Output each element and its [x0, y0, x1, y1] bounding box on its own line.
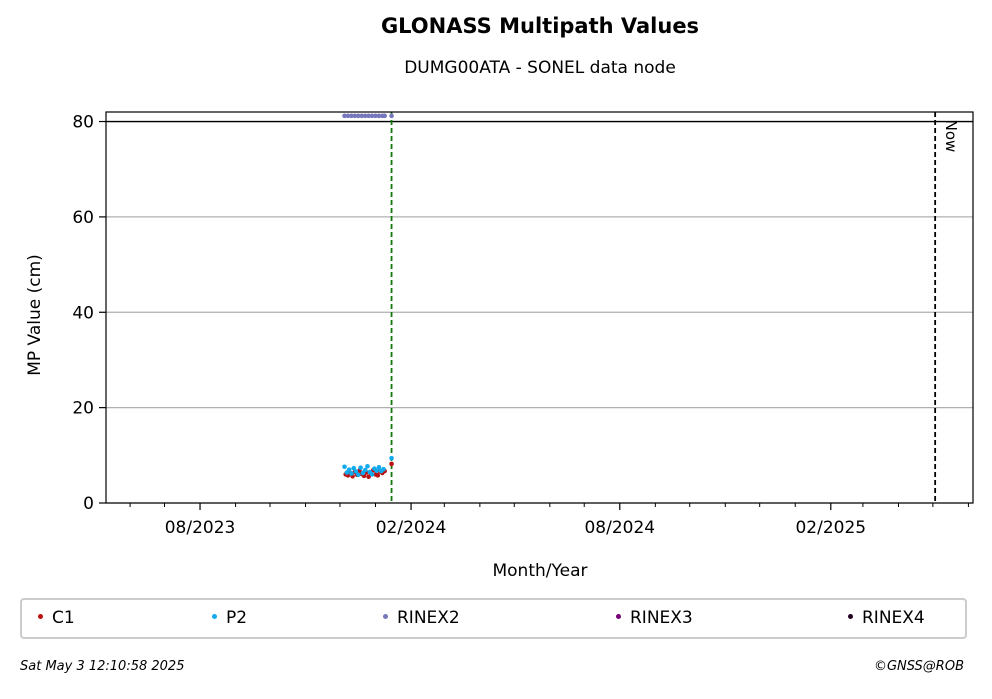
- data-point-rinex2: [349, 113, 354, 119]
- data-point-p2: [376, 464, 382, 470]
- x-axis-label: Month/Year: [492, 561, 587, 581]
- legend-marker: [38, 613, 43, 619]
- data-point-p2: [362, 467, 368, 473]
- footer-credit: ©GNSS@ROB: [873, 659, 964, 674]
- data-point-rinex2: [389, 113, 394, 119]
- data-point-rinex2: [356, 113, 361, 119]
- data-point-rinex2: [352, 113, 358, 119]
- y-tick-label: 40: [72, 303, 94, 323]
- data-points: [342, 113, 394, 480]
- data-point-p2: [342, 464, 347, 470]
- legend: C1 P2 RINEX2 RINEX3 RINEX4: [20, 598, 967, 639]
- plot-area: [106, 112, 973, 503]
- data-point-rinex2: [359, 113, 365, 119]
- data-point-p2: [389, 455, 394, 461]
- data-point-rinex2: [345, 113, 351, 119]
- data-point-p2: [374, 468, 379, 473]
- data-point-rinex2: [373, 113, 378, 119]
- y-tick-label: 80: [72, 113, 94, 133]
- legend-label: P2: [226, 608, 248, 628]
- y-tick-label: 0: [83, 494, 94, 514]
- legend-marker: [848, 613, 853, 619]
- reference-lines: Now: [106, 112, 973, 503]
- legend-marker: [212, 613, 217, 619]
- legend-item-c1: C1: [38, 608, 75, 628]
- legend-item-rinex4: RINEX4: [848, 608, 925, 628]
- x-tick-label: 02/2025: [795, 518, 866, 538]
- legend-marker: [383, 613, 388, 619]
- data-point-p2: [349, 471, 354, 476]
- chart-subtitle: DUMG00ATA - SONEL data node: [404, 58, 676, 78]
- legend-label: C1: [52, 608, 75, 628]
- now-label: Now: [942, 120, 960, 153]
- y-axis: 0 20 40 60 80: [72, 113, 106, 514]
- legend-item-rinex2: RINEX2: [383, 608, 460, 628]
- footer-timestamp: Sat May 3 12:10:58 2025: [20, 659, 185, 674]
- x-tick-label: 02/2024: [376, 518, 447, 538]
- data-point-rinex2: [376, 113, 382, 119]
- data-point-p2: [356, 472, 361, 478]
- legend-label: RINEX4: [862, 608, 925, 628]
- data-point-p2: [351, 465, 357, 471]
- data-point-p2: [353, 469, 359, 474]
- y-tick-label: 60: [72, 208, 94, 228]
- data-point-p2: [346, 467, 352, 472]
- x-tick-label: 08/2023: [165, 518, 236, 538]
- legend-label: RINEX3: [630, 608, 693, 628]
- data-point-rinex2: [369, 113, 375, 119]
- data-point-rinex2: [362, 113, 368, 119]
- data-point-c1: [366, 474, 371, 480]
- x-tick-label: 08/2024: [584, 518, 655, 538]
- data-point-rinex2: [366, 113, 371, 119]
- y-axis-label: MP Value (cm): [25, 254, 45, 376]
- data-point-c1: [375, 473, 381, 478]
- data-point-p2: [358, 465, 363, 471]
- data-point-p2: [381, 466, 386, 472]
- data-point-p2: [369, 472, 375, 477]
- legend-label: RINEX2: [397, 608, 460, 628]
- data-point-p2: [365, 463, 370, 469]
- data-point-c1: [389, 461, 394, 467]
- legend-marker: [616, 613, 621, 619]
- legend-item-rinex3: RINEX3: [616, 608, 693, 628]
- x-axis: 08/2023 02/2024 08/2024 02/2025: [129, 503, 969, 538]
- data-point-rinex2: [382, 113, 387, 119]
- legend-item-p2: P2: [212, 608, 247, 628]
- plot-frame: [105, 111, 974, 504]
- y-tick-label: 20: [72, 399, 94, 419]
- chart-title: GLONASS Multipath Values: [380, 14, 700, 38]
- data-point-rinex2: [342, 113, 347, 119]
